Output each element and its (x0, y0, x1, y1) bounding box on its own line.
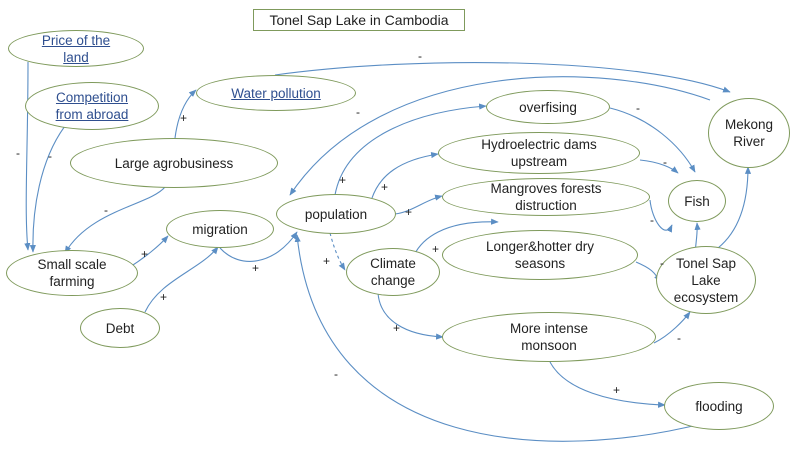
sign-population-to-dams: + (381, 180, 389, 194)
sign-population-to-overfishing: + (339, 173, 347, 187)
sign-agro-to-water: + (180, 111, 188, 125)
sign-dry-to-tonel: - (660, 256, 664, 270)
node-hydroelectric-dams: Hydroelectric dams upstream (438, 132, 640, 174)
arrow-population-to-mangroves (394, 194, 443, 215)
arrow-price-to-small-farming (24, 61, 31, 251)
arrow-competition-to-small-farming (29, 125, 66, 253)
node-debt: Debt (80, 308, 160, 348)
arrow-overfishing-to-fish (609, 107, 696, 173)
sign-competition-to-small: - (48, 149, 52, 163)
node-population: population (276, 194, 396, 234)
arrow-dams-to-fish (639, 159, 679, 174)
diagram-title: Tonel Sap Lake in Cambodia (253, 9, 465, 31)
node-mangroves-destruction: Mangroves forests distruction (442, 178, 650, 216)
node-overfishing: overfising (486, 90, 610, 124)
sign-population-to-mangroves: + (405, 205, 413, 219)
node-mekong-river: Mekong River (708, 98, 790, 168)
sign-debt-to-migration: + (160, 290, 168, 304)
sign-monsoon-to-flooding: + (613, 383, 621, 397)
arrow-debt-to-migration (144, 246, 219, 313)
arrow-population-to-climate (329, 232, 346, 271)
arrow-tonel-to-mekong (717, 166, 752, 249)
sign-overfishing-to-fish: - (636, 101, 640, 115)
sign-flooding-to-population: - (334, 367, 338, 381)
node-longer-hotter-dry-seasons: Longer&hotter dry seasons (442, 230, 638, 280)
sign-water-to-mekong: - (418, 49, 422, 63)
node-more-intense-monsoon: More intense monsoon (442, 312, 656, 362)
arrow-population-to-overfishing (334, 103, 487, 196)
node-flooding: flooding (664, 382, 774, 430)
arrow-mekong-to-population (289, 76, 711, 196)
sign-price-to-small: - (16, 146, 20, 160)
arrow-flooding-to-population (294, 234, 706, 442)
arrow-agro-to-water-pollution (174, 89, 197, 139)
arrow-population-to-dams (371, 152, 439, 199)
node-small-scale-farming: Small scale farming (6, 250, 138, 296)
sign-dams-to-fish: - (663, 155, 667, 169)
arrow-mangroves-to-fish (649, 199, 673, 233)
sign-climate-to-dry: + (432, 242, 440, 256)
node-tonel-sap-lake-ecosystem: Tonel Sap Lake ecosystem (656, 246, 756, 314)
arrow-monsoon-to-tonel (653, 311, 691, 344)
node-climate-change: Climate change (346, 248, 440, 296)
arrow-agro-to-small-farming (64, 186, 166, 254)
arrow-monsoon-to-flooding (549, 361, 666, 408)
node-fish: Fish (668, 180, 726, 222)
node-large-agrobusiness: Large agrobusiness (70, 138, 278, 188)
sign-mekong-to-population: - (356, 105, 360, 119)
arrow-climate-to-monsoon (377, 292, 444, 340)
node-competition-from-abroad[interactable]: Competition from abroad (25, 82, 159, 130)
sign-migration-to-population: + (252, 261, 260, 275)
sign-population-to-climate: + (323, 254, 331, 268)
sign-agro-to-small: - (104, 203, 108, 217)
node-water-pollution[interactable]: Water pollution (196, 75, 356, 111)
node-price-of-land[interactable]: Price of the land (8, 30, 144, 67)
sign-climate-to-monsoon: + (393, 321, 401, 335)
sign-small-to-migration: + (141, 247, 149, 261)
arrow-migration-to-population (219, 231, 298, 262)
sign-mangroves-to-fish: - (650, 213, 654, 227)
sign-monsoon-to-tonel: - (677, 331, 681, 345)
arrow-water-pollution-to-mekong (274, 61, 731, 93)
node-migration: migration (166, 210, 274, 248)
